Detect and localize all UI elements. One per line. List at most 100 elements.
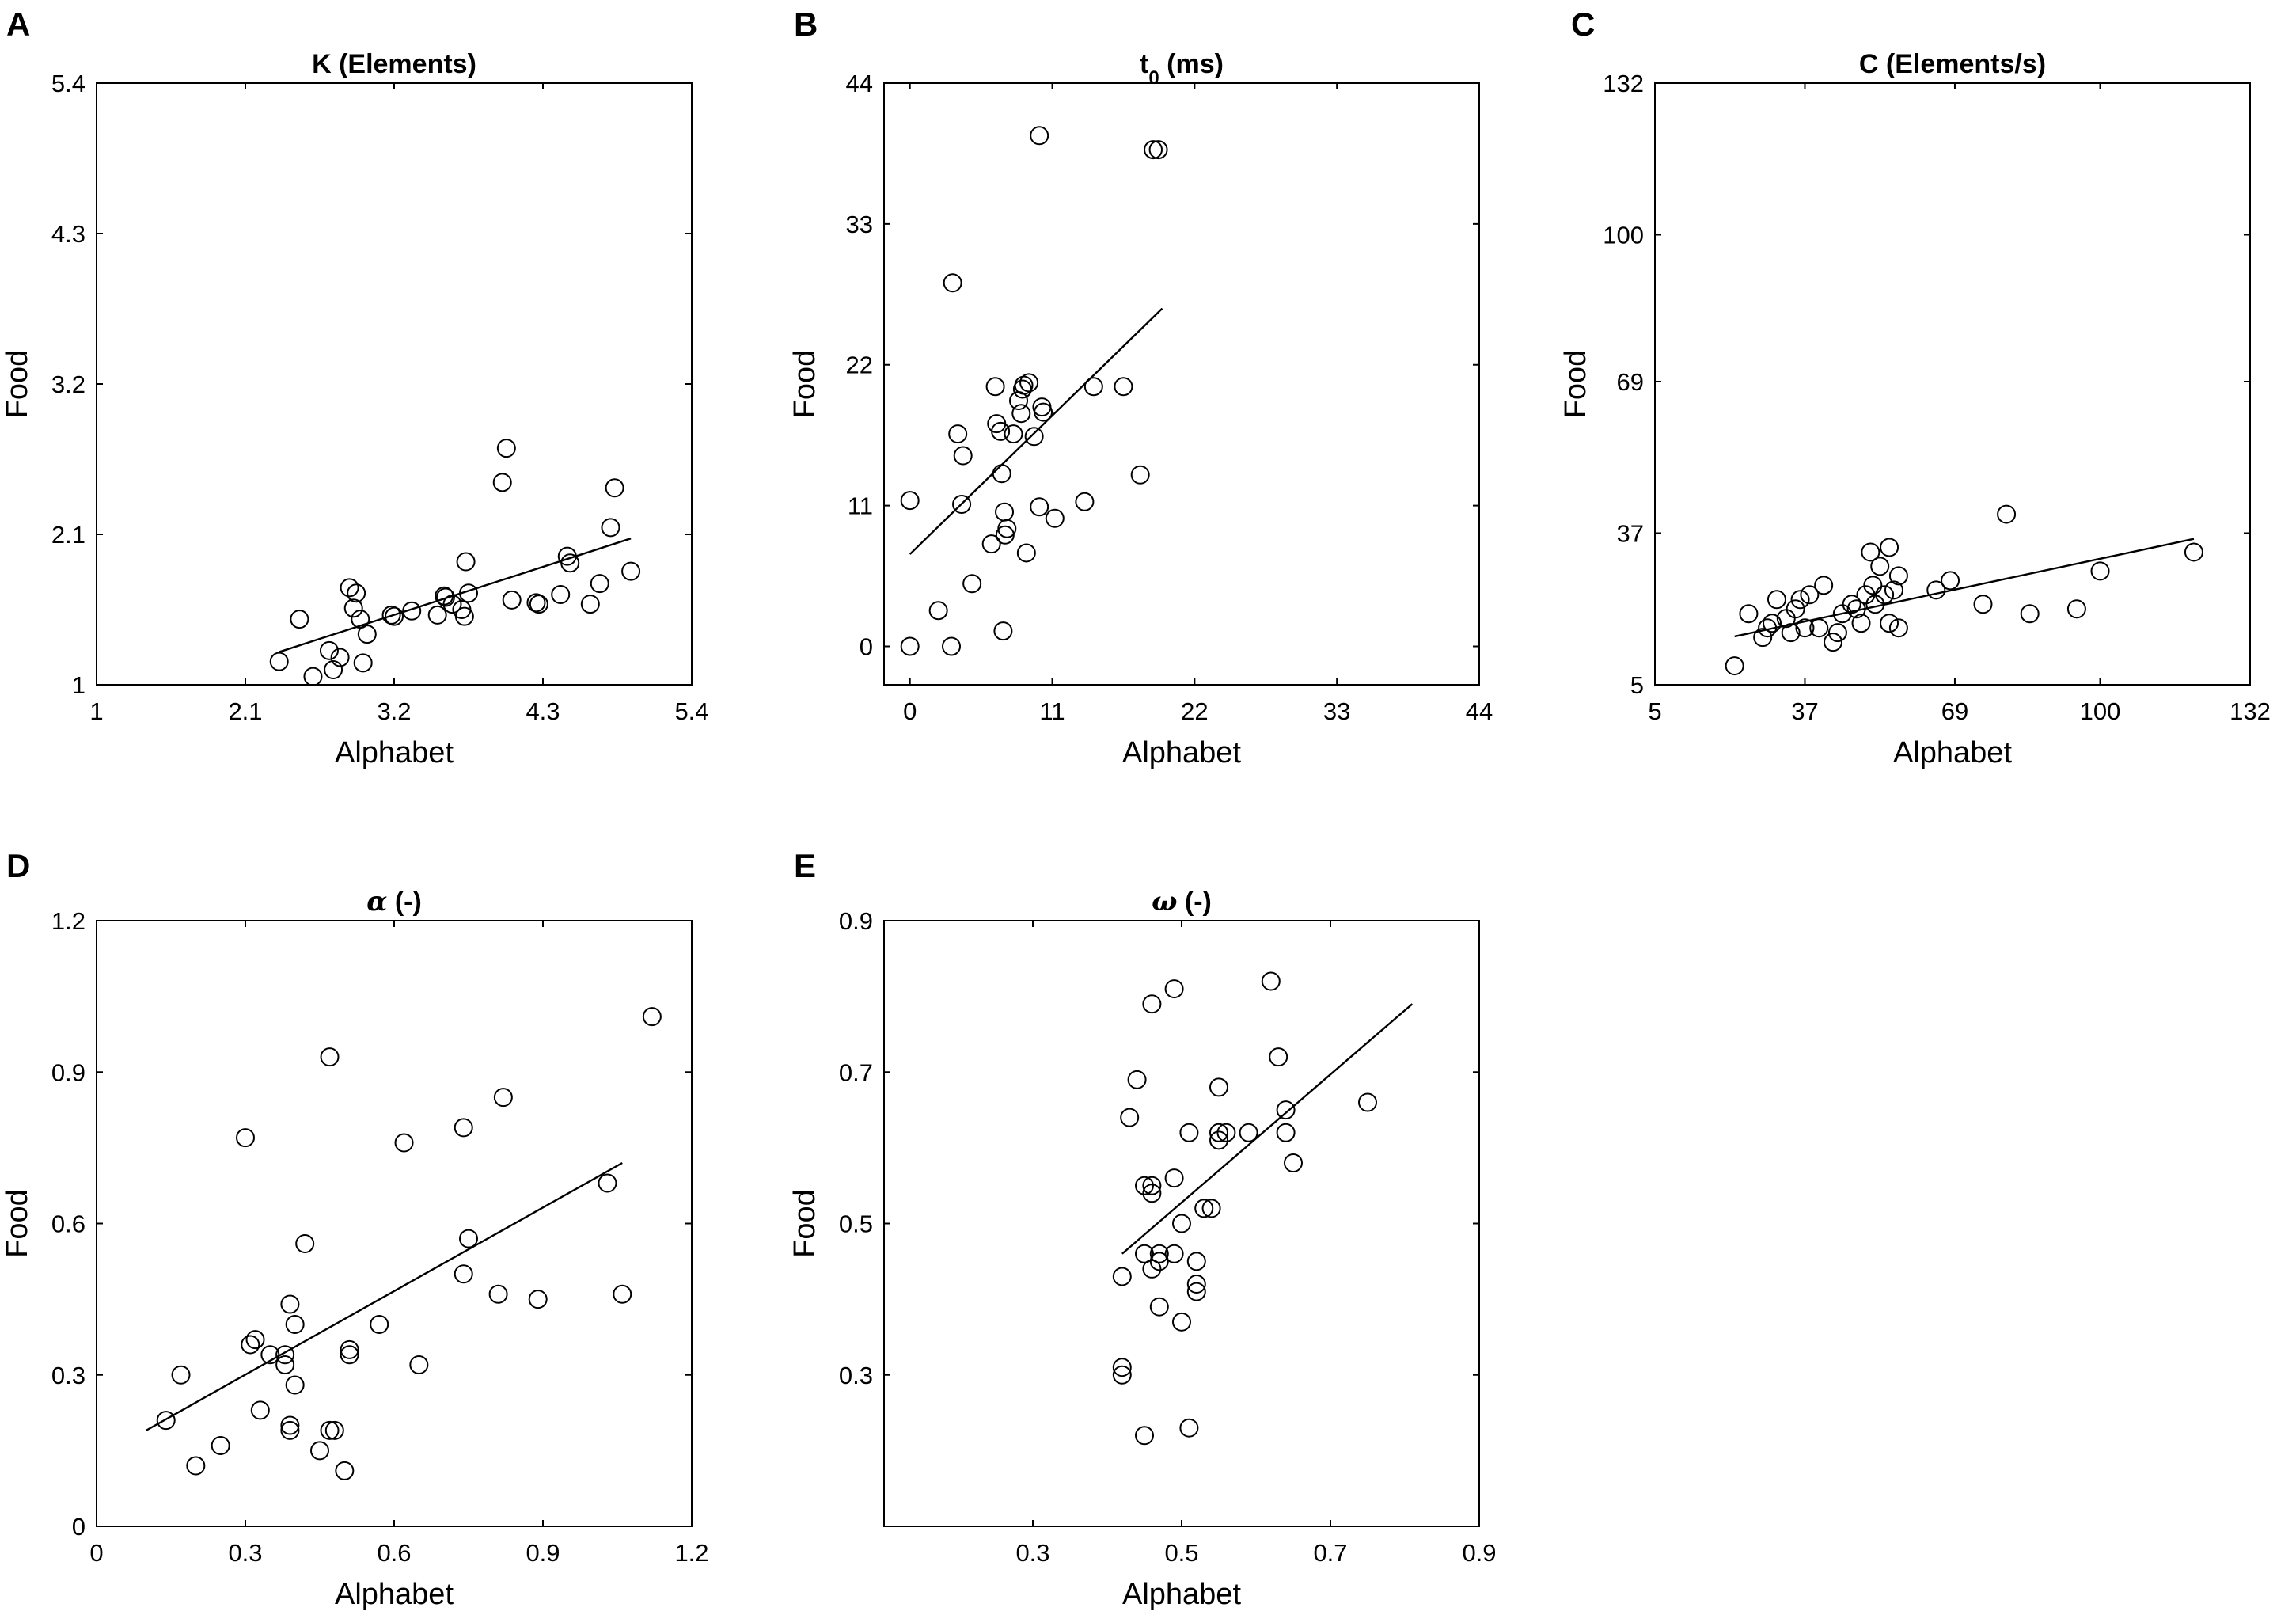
scatter-point bbox=[1753, 628, 1773, 648]
y-axis-label: Food bbox=[788, 1189, 822, 1258]
scatter-point bbox=[1179, 1418, 1199, 1438]
scatter-point bbox=[250, 1400, 270, 1420]
panel-letter: D bbox=[6, 847, 30, 884]
scatter-point bbox=[1144, 140, 1163, 160]
scatter-point bbox=[1201, 1199, 1221, 1218]
scatter-point bbox=[285, 1375, 305, 1395]
y-axis-label: Food bbox=[1559, 350, 1592, 419]
scatter-point bbox=[1941, 571, 1960, 591]
scatter-point bbox=[995, 502, 1015, 522]
scatter-point bbox=[1112, 1267, 1132, 1286]
panel-title: ω (-) bbox=[1152, 886, 1212, 918]
scatter-point bbox=[993, 621, 1013, 641]
scatter-point bbox=[1880, 614, 1899, 633]
scatter-point bbox=[335, 1461, 355, 1480]
y-axis-label: Food bbox=[1, 1189, 34, 1258]
panel-e: Eω (-) 0.3 0.5 0.7 0.9 0.3 0.5 0.7 0.9 Alphabet Fo… bbox=[788, 847, 1497, 1611]
scatter-point bbox=[1142, 1184, 1162, 1203]
y-tick-label: 1.2 bbox=[51, 907, 85, 935]
scatter-point bbox=[1284, 1153, 1303, 1172]
scatter-point bbox=[1758, 618, 1778, 638]
y-axis-label: Food bbox=[1, 350, 34, 419]
scatter-point bbox=[496, 439, 516, 458]
scatter-point bbox=[1142, 1259, 1162, 1279]
scatter-point bbox=[642, 1007, 662, 1027]
scatter-point bbox=[492, 473, 512, 492]
scatter-point bbox=[1276, 1100, 1296, 1120]
y-tick-label: 0.9 bbox=[839, 907, 873, 935]
scatter-point bbox=[1164, 1168, 1184, 1188]
scatter-point bbox=[324, 1420, 344, 1440]
x-tick-label: 2.1 bbox=[228, 697, 262, 725]
panels: A K (Elements) 1 2.1 3.2 4.3 5.4 1 2.1 3.2 4.3 5.4 A… bbox=[1, 6, 2271, 1611]
y-tick-label: 4.3 bbox=[51, 220, 85, 248]
scatter-point bbox=[1824, 633, 1843, 652]
x-axis-label: Alphabet bbox=[335, 736, 454, 770]
scatter-point bbox=[1034, 402, 1053, 422]
x-axis-label: Alphabet bbox=[335, 1578, 454, 1611]
scatter-point bbox=[340, 1345, 359, 1365]
scatter-point bbox=[1030, 497, 1049, 517]
y-tick-label: 0 bbox=[860, 633, 873, 660]
scatter-point bbox=[381, 605, 401, 625]
scatter-point bbox=[1135, 1426, 1154, 1446]
scatter-point bbox=[285, 1315, 305, 1334]
y-tick-label: 0.5 bbox=[839, 1210, 873, 1238]
scatter-point bbox=[1973, 595, 1993, 614]
x-tick-label: 5 bbox=[1648, 697, 1661, 725]
scatter-point bbox=[1276, 1123, 1296, 1142]
scatter-point bbox=[1861, 542, 1880, 562]
scatter-point bbox=[1130, 465, 1150, 484]
scatter-point bbox=[340, 1340, 359, 1359]
scatter-point bbox=[275, 1345, 295, 1365]
scatter-point bbox=[1997, 504, 2017, 524]
scatter-point bbox=[991, 421, 1011, 441]
scatter-point bbox=[186, 1456, 206, 1476]
scatter-point bbox=[2090, 561, 2110, 581]
y-tick-label: 3.2 bbox=[51, 370, 85, 398]
scatter-point bbox=[1846, 599, 1866, 619]
scatter-point bbox=[1863, 576, 1883, 595]
y-tick-label: 0 bbox=[72, 1513, 85, 1541]
scatter-point bbox=[1030, 126, 1049, 146]
y-tick-label: 22 bbox=[846, 352, 873, 379]
x-tick-label: 69 bbox=[1941, 697, 1968, 725]
scatter-point bbox=[1149, 1244, 1169, 1264]
y-tick-label: 44 bbox=[846, 70, 873, 97]
scatter-point bbox=[1781, 623, 1801, 643]
scatter-point bbox=[605, 478, 624, 498]
scatter-point bbox=[985, 377, 1005, 397]
x-tick-label: 4.3 bbox=[526, 697, 560, 725]
regression-line bbox=[1734, 538, 2195, 638]
scatter-point bbox=[1075, 492, 1095, 511]
x-tick-label: 3.2 bbox=[377, 697, 411, 725]
scatter-point bbox=[1164, 1244, 1184, 1264]
scatter-point bbox=[280, 1294, 300, 1314]
scatter-point bbox=[1809, 618, 1829, 638]
scatter-point bbox=[320, 1047, 340, 1067]
panel-d: Dα (-) 0 0.3 0.6 0.9 1.2 0 0.3 0.6 0.9 1.2 Alphabet… bbox=[1, 847, 709, 1611]
scatter-point bbox=[211, 1436, 230, 1455]
y-axis-label: Food bbox=[788, 350, 822, 419]
scatter-point bbox=[948, 424, 968, 444]
plot-frame bbox=[1654, 82, 2251, 686]
scatter-point bbox=[442, 595, 462, 614]
scatter-point bbox=[394, 1133, 414, 1153]
y-tick-label: 37 bbox=[1617, 520, 1644, 548]
scatter-point bbox=[1209, 1077, 1228, 1097]
scatter-point bbox=[551, 585, 571, 604]
scatter-point bbox=[953, 446, 973, 466]
x-tick-label: 0 bbox=[89, 1539, 103, 1567]
panel-letter: C bbox=[1571, 6, 1595, 43]
scatter-point bbox=[1209, 1123, 1228, 1142]
scatter-point bbox=[529, 595, 548, 614]
x-tick-label: 37 bbox=[1791, 697, 1818, 725]
scatter-point bbox=[435, 587, 455, 607]
scatter-point bbox=[319, 640, 339, 660]
y-tick-label: 0.3 bbox=[51, 1362, 85, 1389]
scatter-point bbox=[1112, 1358, 1132, 1378]
scatter-point bbox=[1725, 656, 1744, 676]
scatter-point bbox=[1239, 1123, 1258, 1142]
scatter-point bbox=[952, 495, 972, 514]
scatter-point bbox=[1888, 618, 1908, 638]
